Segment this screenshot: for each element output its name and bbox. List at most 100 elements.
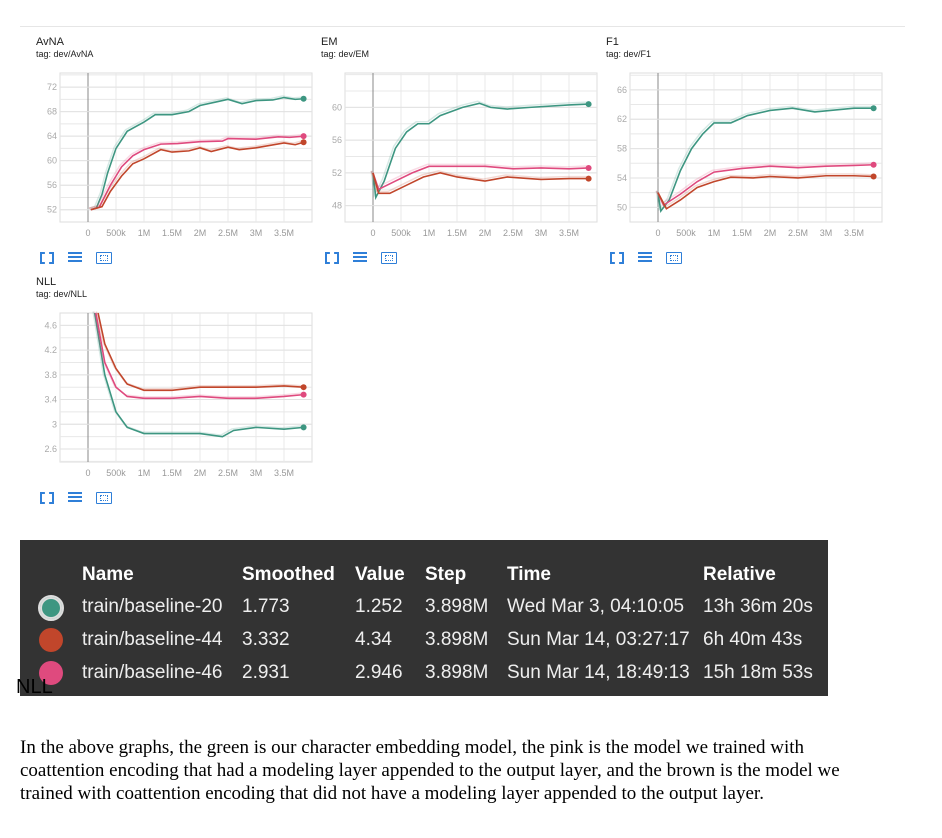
series-end-point [300,384,307,391]
series-end-point [300,139,307,146]
x-tick-label: 3M [820,228,833,238]
chart-f1: F1 tag: dev/F1 0 500k 1M 1.5M 2M 2.5M 3M 3.5M 50… [600,36,890,276]
y-tick-label: 48 [332,201,342,211]
cell-name: train/baseline-20 [82,596,223,617]
series-end-point [585,175,592,182]
y-tick-label: 3.4 [44,395,57,405]
raw-series-line [655,105,872,212]
chart-title: AvNA [36,36,64,48]
cell-value: 2.946 [355,662,403,683]
header-step: Step [425,564,467,585]
x-tick-label: 500k [106,468,126,478]
cell-step: 3.898M [425,596,489,617]
toggle-log-scale-icon[interactable] [68,492,82,504]
chart-tag: tag: dev/F1 [606,49,652,59]
raw-series-line [88,95,302,209]
fit-domain-icon[interactable] [666,252,682,264]
raw-series-line [88,140,303,209]
series-end-point [870,173,877,180]
y-tick-label: 64 [47,131,57,141]
series-end-point [300,133,307,140]
run-color-swatch[interactable] [39,628,63,652]
cell-smoothed: 3.332 [242,629,290,650]
raw-series-line [655,162,872,205]
raw-series-line [370,100,587,199]
x-tick-label: 0 [370,228,375,238]
chart-plot[interactable]: 0 500k 1M 1.5M 2M 2.5M 3M 3.5M 48 52 56 60 [315,66,605,246]
x-tick-label: 1.5M [162,468,182,478]
series-line-train-baseline-46 [90,135,304,211]
x-tick-label: 2.5M [788,228,808,238]
series-line-train-baseline-20 [90,96,304,211]
header-time: Time [507,564,552,585]
y-tick-label: 66 [617,85,627,95]
chart-tag: tag: dev/EM [321,49,370,59]
x-tick-label: 2.5M [503,228,523,238]
series-line-train-baseline-44 [372,172,589,195]
header-name: Name [82,564,134,585]
y-tick-label: 3 [52,419,57,429]
series-line-train-baseline-44 [90,141,304,211]
raw-series-line [370,170,587,193]
run-color-swatch[interactable] [38,595,64,621]
raw-series-line [95,311,302,390]
y-tick-label: 72 [47,82,57,92]
run-color-swatch[interactable] [39,661,63,685]
cell-step: 3.898M [425,662,489,683]
fullscreen-icon[interactable] [610,252,624,264]
raw-series-line [370,163,587,189]
fit-domain-icon[interactable] [96,252,112,264]
toggle-log-scale-icon[interactable] [353,252,367,264]
series-end-point [585,101,592,108]
x-tick-label: 500k [391,228,411,238]
toggle-log-scale-icon[interactable] [638,252,652,264]
series-end-point [870,105,877,112]
chart-title: F1 [606,36,619,48]
series-line-train-baseline-46 [95,312,304,400]
cell-time: Sun Mar 14, 18:49:13 [507,662,690,683]
chart-nll: NLL tag: dev/NLL 0 500k 1M 1.5M 2M 2.5M 3M 3.5M… [30,276,320,516]
header-smoothed: Smoothed [242,564,335,585]
x-tick-label: 2.5M [218,468,238,478]
fullscreen-icon[interactable] [325,252,339,264]
runs-table: Name Smoothed Value Step Time Relative t… [20,540,828,696]
cell-name: train/baseline-46 [82,662,223,683]
fit-domain-icon[interactable] [381,252,397,264]
raw-series-line [93,311,302,398]
chart-plot[interactable]: 0 500k 1M 1.5M 2M 2.5M 3M 3.5M 2.6 3 3.4 3.8 4.2 4.6 [30,306,320,486]
cell-time: Wed Mar 3, 04:10:05 [507,596,685,617]
y-tick-label: 54 [617,173,627,183]
x-tick-label: 1.5M [732,228,752,238]
chart-title: NLL [36,276,57,288]
series-line-train-baseline-46 [657,163,874,207]
x-tick-label: 3M [250,468,263,478]
raw-series-line [655,173,872,209]
series-line-train-baseline-20 [372,102,589,201]
series-end-point [585,164,592,171]
x-tick-label: 500k [106,228,126,238]
chart-avna: AvNA tag: dev/AvNA 0 500k 1M 1.5M 2M 2.5M 3M 3.… [30,36,320,276]
raw-series-line [88,133,302,209]
chart-title: EM [321,36,338,48]
fullscreen-icon[interactable] [40,492,54,504]
header-relative: Relative [703,564,776,585]
series-end-point [300,95,307,102]
series-end-point [300,391,307,398]
plot-frame [59,72,313,223]
chart-plot[interactable]: 0 500k 1M 1.5M 2M 2.5M 3M 3.5M 52 56 60 64 68 72 [30,66,320,246]
x-tick-label: 0 [85,468,90,478]
y-tick-label: 52 [47,205,57,215]
toggle-log-scale-icon[interactable] [68,252,82,264]
x-tick-label: 1.5M [162,228,182,238]
chart-plot[interactable]: 0 500k 1M 1.5M 2M 2.5M 3M 3.5M 50 54 58 62 66 [600,66,890,246]
cell-value: 4.34 [355,629,392,650]
fit-domain-icon[interactable] [96,492,112,504]
fullscreen-icon[interactable] [40,252,54,264]
header-value: Value [355,564,405,585]
y-tick-label: 56 [332,135,342,145]
y-tick-label: 68 [47,107,57,117]
y-tick-label: 60 [332,102,342,112]
y-tick-label: 58 [617,144,627,154]
x-tick-label: 3.5M [559,228,579,238]
y-tick-label: 62 [617,114,627,124]
